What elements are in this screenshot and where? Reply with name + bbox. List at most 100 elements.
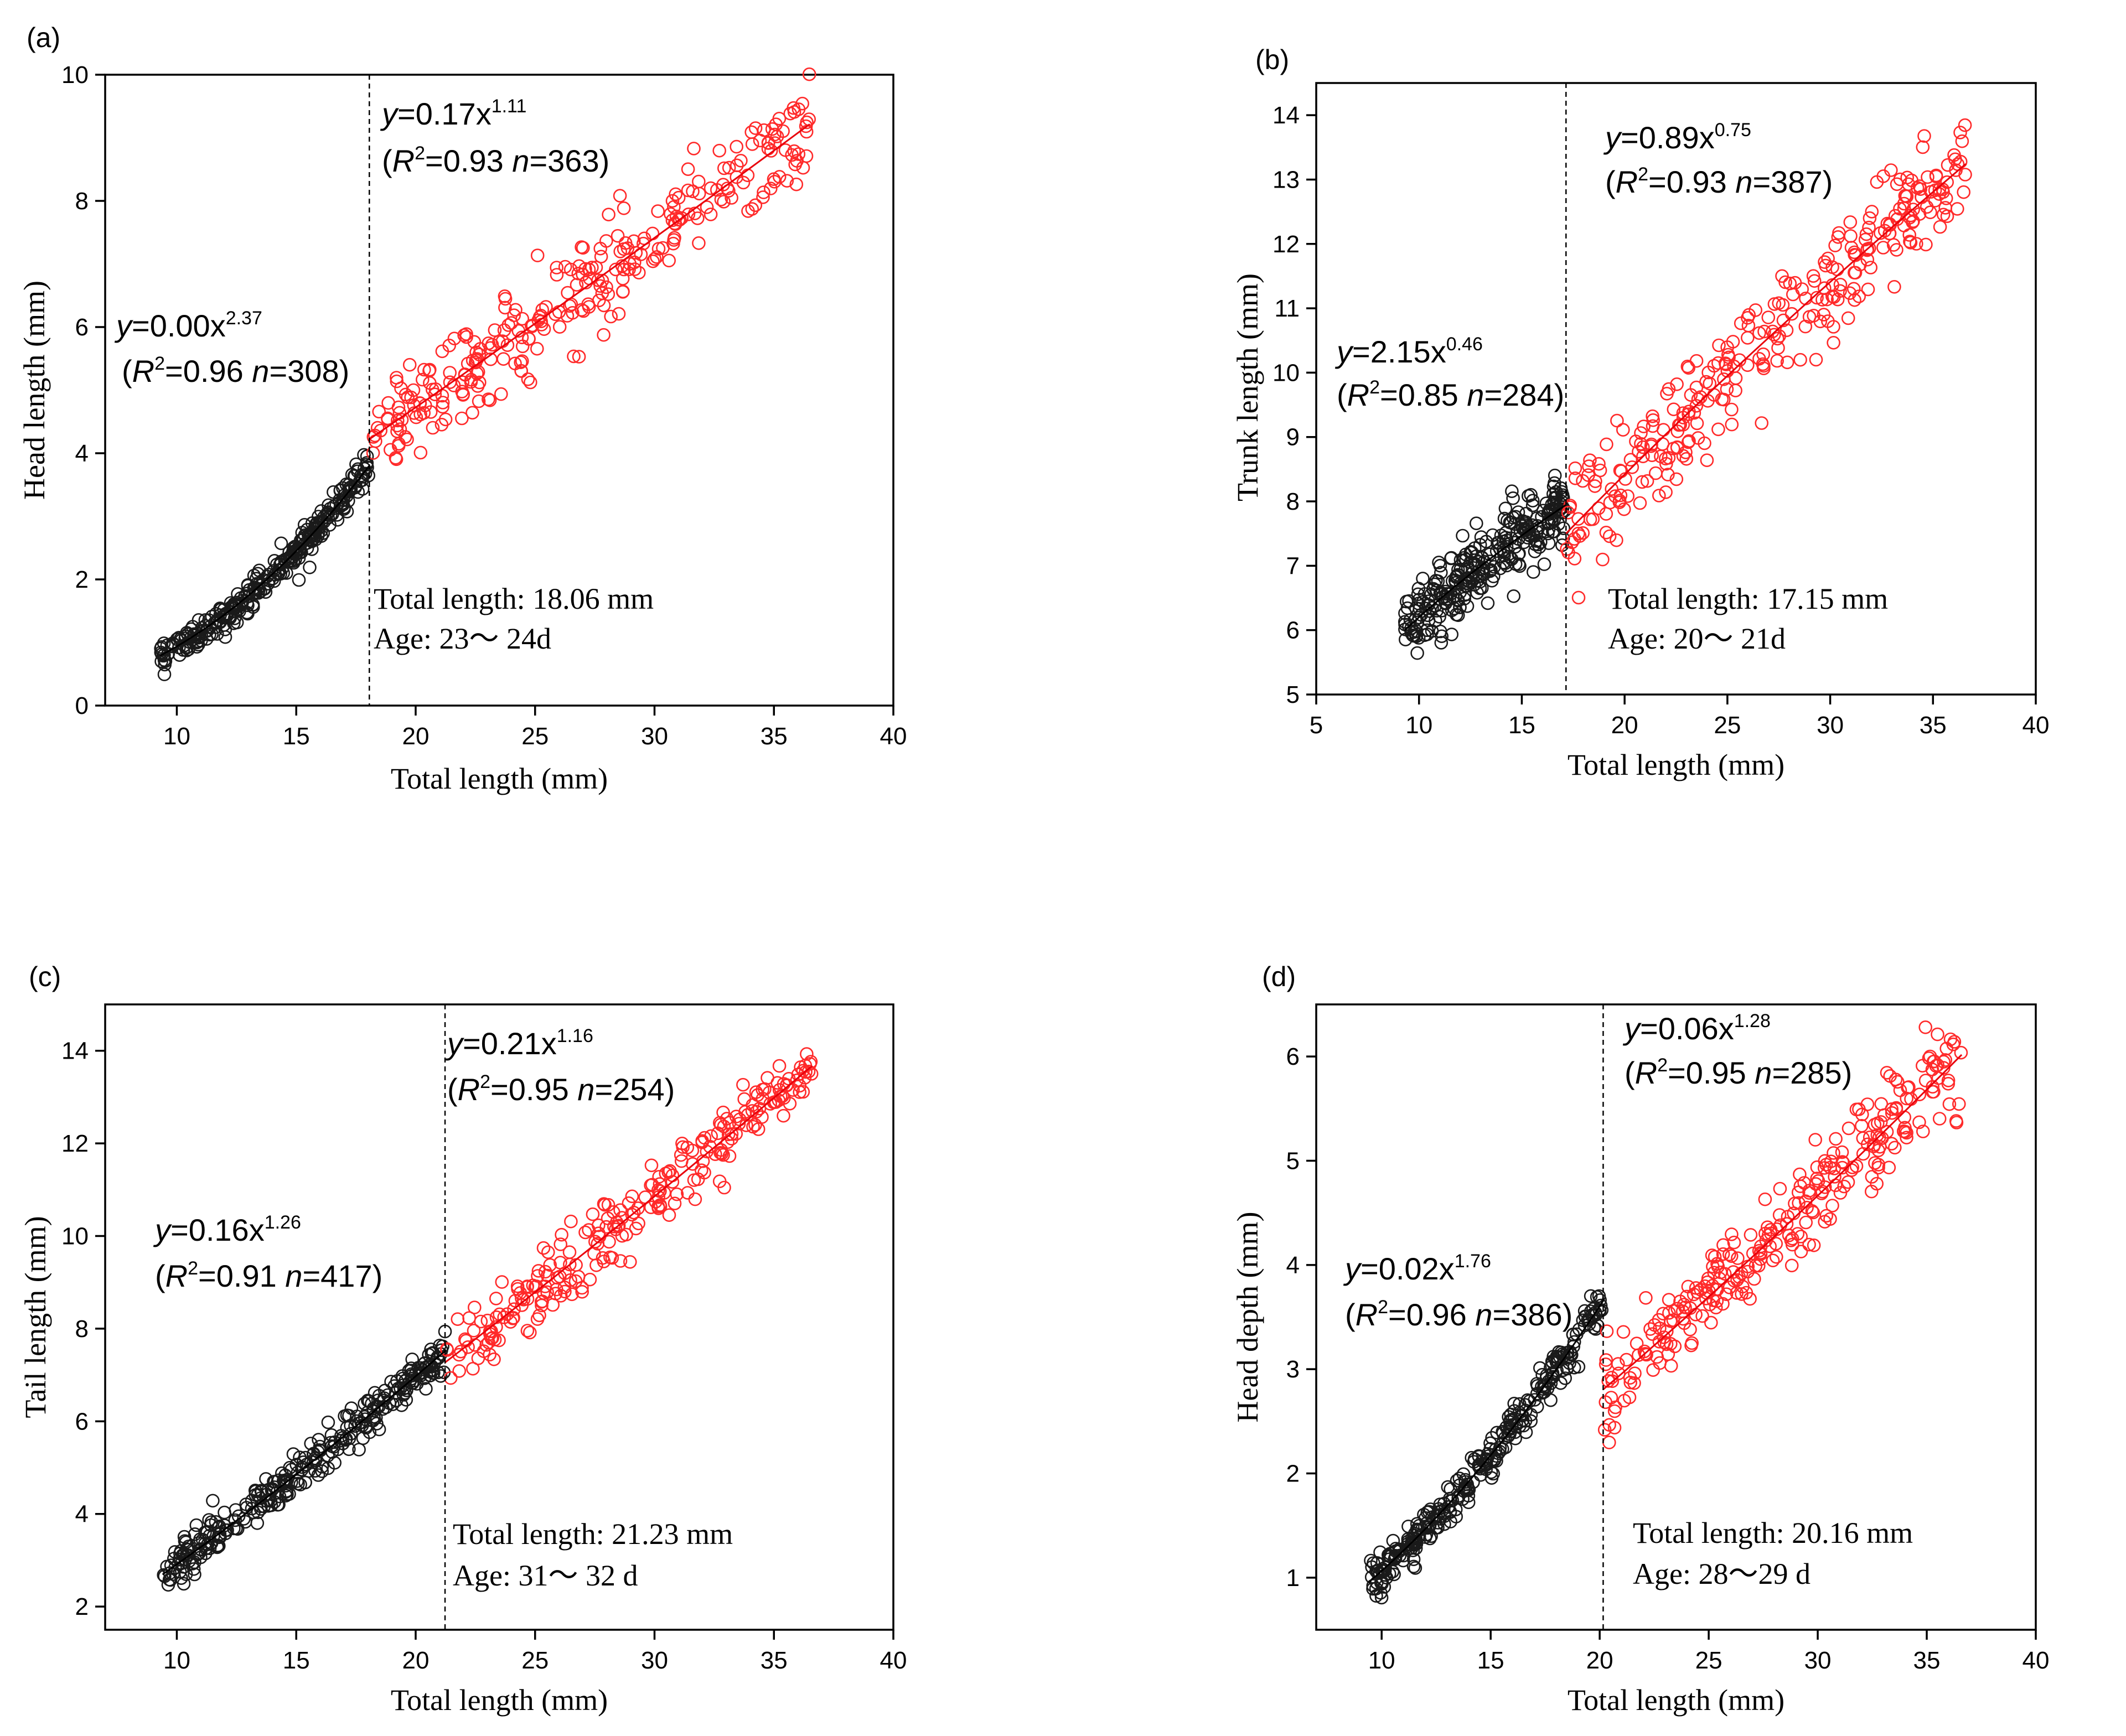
data-point (177, 1577, 191, 1591)
data-point (1364, 1553, 1378, 1568)
data-point (1727, 1235, 1741, 1250)
data-point (792, 147, 806, 161)
data-point (394, 381, 408, 396)
data-point (1512, 547, 1525, 561)
data-point (1640, 474, 1654, 488)
y-axis-label-d: Head depth (mm) (1231, 1212, 1264, 1423)
data-point (1844, 229, 1858, 243)
data-point (1827, 335, 1840, 350)
data-point (312, 1433, 325, 1447)
data-point (415, 372, 430, 387)
data-point (1585, 1308, 1599, 1322)
data-point (436, 400, 449, 414)
data-point (1776, 313, 1791, 328)
data-point (413, 396, 427, 411)
plot-frame-d (1315, 1003, 2037, 1631)
data-point (1865, 205, 1879, 219)
data-point (1788, 276, 1802, 290)
data-point (489, 1292, 503, 1305)
data-point (653, 1177, 667, 1191)
data-point (1694, 390, 1708, 404)
data-point (1521, 489, 1535, 503)
fit-curve (1565, 163, 1967, 535)
data-point (668, 231, 681, 245)
data-point (1369, 1589, 1383, 1603)
data-point (591, 273, 605, 287)
data-point (188, 1527, 202, 1541)
data-point (623, 1255, 637, 1269)
data-point (688, 1192, 702, 1206)
data-point (717, 161, 731, 175)
data-point (646, 254, 660, 268)
data-point (1707, 1266, 1721, 1280)
y-tick-label: 14 (61, 1038, 89, 1065)
data-point (627, 1205, 641, 1220)
data-point (500, 338, 515, 353)
data-point (1571, 512, 1585, 526)
data-point (1818, 1154, 1832, 1168)
fit-lines-d (1368, 1054, 1963, 1583)
data-point (438, 412, 453, 427)
data-point (717, 1180, 731, 1195)
data-point (1951, 202, 1964, 216)
chart-panel-a: (a) 10 15 20 25 30 35 40 0 2 4 6 8 10 Total length (… (0, 0, 1063, 863)
data-point (330, 512, 345, 527)
data-point (1444, 551, 1458, 566)
data-point (628, 262, 642, 276)
data-point (1788, 1196, 1802, 1211)
equation-2-a: y=0.17x1.11 (380, 96, 526, 131)
data-point (1505, 484, 1519, 499)
data-point (358, 1412, 372, 1426)
data-point (1900, 1131, 1913, 1145)
x-tick-label: 10 (1405, 712, 1432, 739)
data-point (1928, 183, 1942, 198)
data-point (280, 1473, 294, 1486)
data-point (1592, 1289, 1606, 1303)
data-point (482, 392, 495, 406)
data-points-d (1364, 1020, 1968, 1605)
data-point (1955, 134, 1969, 148)
data-point (210, 627, 224, 641)
data-point (685, 1143, 700, 1158)
data-point (494, 387, 508, 401)
data-point (515, 312, 530, 326)
data-point (1646, 1363, 1660, 1377)
data-point (1599, 1353, 1613, 1367)
data-point (1576, 526, 1590, 540)
data-point (716, 1148, 730, 1162)
data-point (1841, 1175, 1855, 1189)
data-point (601, 1198, 615, 1212)
y-tick-label: 9 (1286, 424, 1300, 451)
stats-2-b: (R2=0.93 n=387) (1605, 164, 1833, 199)
data-point (525, 319, 539, 334)
data-point (1667, 402, 1681, 417)
data-point (598, 1198, 612, 1212)
data-point (550, 268, 564, 282)
data-point (1867, 1138, 1881, 1152)
chart-panel-c: (c) 10 15 20 25 30 35 40 2 4 6 8 10 12 14 Total lengt… (0, 863, 1063, 1727)
x-tick-label: 25 (521, 1647, 549, 1674)
data-point (1560, 542, 1574, 556)
data-point (487, 1352, 501, 1366)
fit-curve (369, 123, 810, 441)
data-point (1571, 1360, 1586, 1374)
data-point (1578, 1310, 1592, 1324)
data-point (1447, 602, 1461, 615)
data-point (764, 182, 778, 195)
data-point (1836, 1155, 1850, 1170)
data-point (327, 499, 341, 514)
data-point (1432, 556, 1446, 569)
data-point (1458, 1481, 1472, 1495)
data-point (1620, 1352, 1633, 1367)
data-point (753, 133, 767, 148)
data-point (613, 1203, 627, 1217)
data-point (451, 1312, 465, 1326)
data-point (1948, 152, 1962, 167)
data-point (1716, 1238, 1730, 1252)
data-point (1689, 398, 1704, 413)
data-point (1445, 603, 1459, 618)
data-point (662, 1208, 676, 1222)
data-point (413, 445, 428, 460)
data-point (167, 1552, 181, 1566)
data-point (1657, 1330, 1671, 1344)
